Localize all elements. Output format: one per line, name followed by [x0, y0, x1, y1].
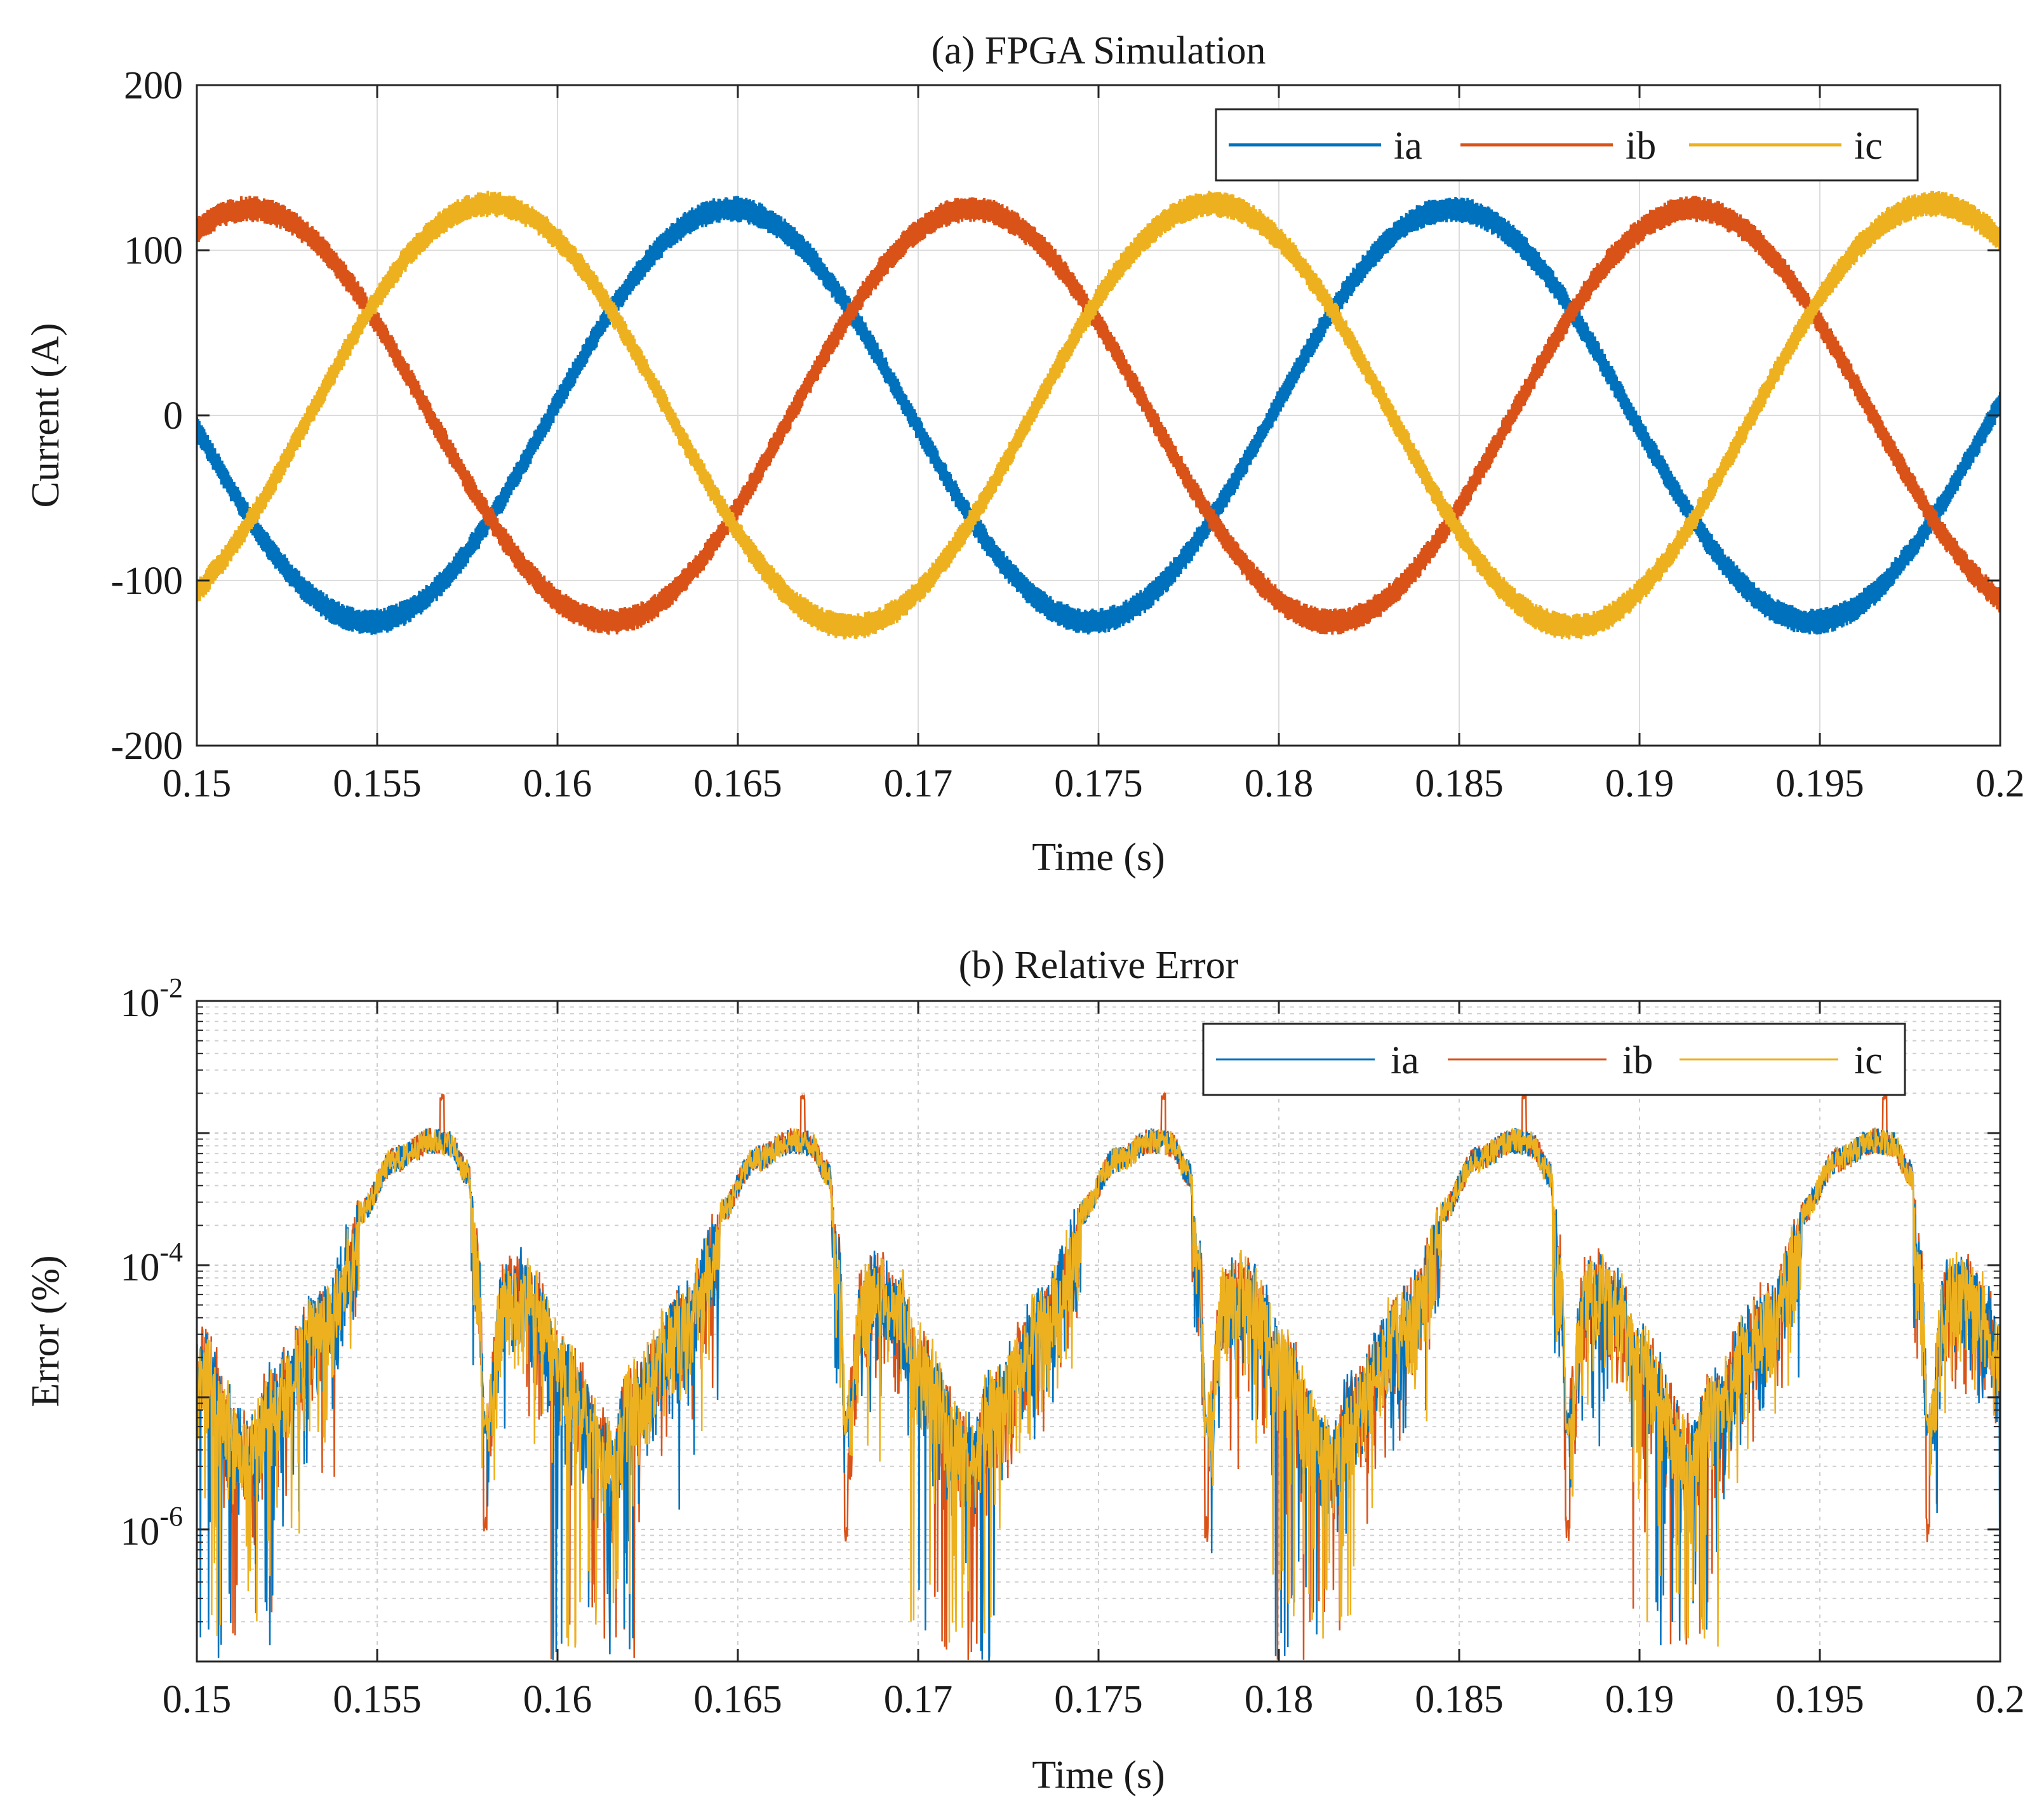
y-tick-base: 10 [120, 1246, 159, 1289]
y-tick-base: 10 [120, 982, 159, 1025]
legend-label-ic-b: ic [1854, 1039, 1883, 1082]
y-tick-label: 200 [124, 64, 183, 107]
x-tick-label: 0.16 [523, 1678, 592, 1721]
panel-b: 10-210-410-60.15 0.155 0.16 0.165 0.17 0.175 0… [24, 944, 2025, 1797]
x-axis-label-a: Time (s) [1032, 836, 1165, 879]
y-axis-label-a: Current (A) [24, 323, 67, 508]
y-tick-label: 10-6 [120, 1501, 183, 1554]
y-tick-label: 0 [163, 394, 183, 438]
panel-a: 0.15 0.155 0.16 0.165 0.17 0.175 0.18 0.185 0.19… [24, 29, 2025, 879]
x-tick-label: 0.2 [1975, 762, 2025, 805]
x-tick-label: 0.15 [163, 762, 232, 805]
series-group-b [197, 1091, 2000, 1661]
y-tick-exponent: -6 [159, 1501, 183, 1532]
x-tick-label: 0.185 [1415, 1678, 1504, 1721]
x-tick-label: 0.15 [163, 1678, 232, 1721]
x-tick-label: 0.185 [1415, 762, 1504, 805]
x-tick-label: 0.16 [523, 762, 592, 805]
x-tick-label: 0.19 [1605, 762, 1674, 805]
y-tick-exponent: -4 [159, 1237, 183, 1268]
legend-label-ia-a: ia [1394, 124, 1422, 168]
y-tick-label: -200 [110, 725, 183, 768]
x-tick-label: 0.195 [1775, 762, 1864, 805]
legend-label-ib-b: ib [1622, 1039, 1653, 1082]
x-tick-label: 0.19 [1605, 1678, 1674, 1721]
x-axis-label-b: Time (s) [1032, 1754, 1165, 1797]
legend-label-ic-a: ic [1854, 124, 1883, 168]
legend-a: ia ib ic [1215, 108, 1919, 182]
x-tick-label: 0.165 [693, 1678, 782, 1721]
x-tick-label: 0.18 [1245, 762, 1314, 805]
series-line-ic-a [197, 191, 2000, 640]
series-group-a [197, 191, 2000, 640]
x-tick-label: 0.175 [1054, 762, 1143, 805]
series-line-ia-a [197, 196, 2000, 635]
y-tick-exponent: -2 [159, 972, 183, 1003]
chart-title-a: (a) FPGA Simulation [931, 29, 1266, 72]
y-tick-base: 10 [120, 1510, 159, 1554]
series-line-ib-a [197, 196, 2000, 635]
x-tick-label: 0.165 [693, 762, 782, 805]
y-tick-label: -100 [110, 560, 183, 603]
x-tick-label: 0.155 [333, 1678, 422, 1721]
chart-title-b: (b) Relative Error [959, 944, 1239, 987]
y-tick-label: 10-4 [120, 1237, 183, 1289]
x-tick-label: 0.17 [884, 1678, 953, 1721]
x-tick-label: 0.175 [1054, 1678, 1143, 1721]
y-axis-label-b: Error (%) [24, 1255, 67, 1407]
x-tick-label: 0.18 [1245, 1678, 1314, 1721]
y-tick-label: 10-2 [120, 972, 183, 1025]
x-tick-label: 0.155 [333, 762, 422, 805]
legend-b: ia ib ic [1202, 1023, 1906, 1096]
ticks-b: 10-210-410-60.15 0.155 0.16 0.165 0.17 0.175 0… [120, 972, 2024, 1721]
y-tick-label: 100 [124, 229, 183, 272]
legend-label-ia-b: ia [1391, 1039, 1419, 1082]
ticks-a: 0.15 0.155 0.16 0.165 0.17 0.175 0.18 0.185 0.19… [110, 64, 2024, 805]
x-tick-label: 0.2 [1975, 1678, 2025, 1721]
x-tick-label: 0.195 [1775, 1678, 1864, 1721]
series-line-ic-b [197, 1127, 2000, 1648]
legend-label-ib-a: ib [1626, 124, 1656, 168]
x-tick-label: 0.17 [884, 762, 953, 805]
